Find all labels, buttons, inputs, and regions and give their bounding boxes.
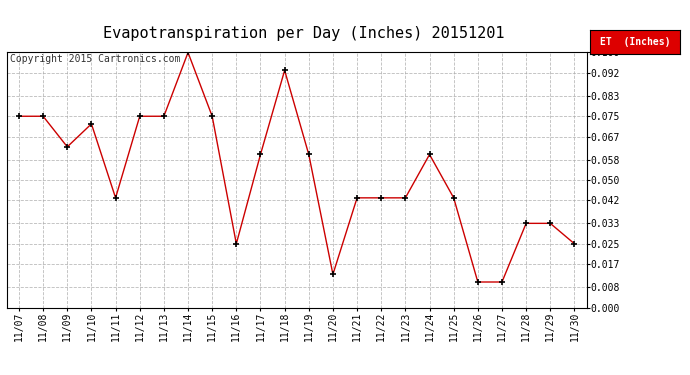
Text: Copyright 2015 Cartronics.com: Copyright 2015 Cartronics.com — [10, 54, 181, 64]
Text: ET  (Inches): ET (Inches) — [600, 37, 670, 47]
Text: Evapotranspiration per Day (Inches) 20151201: Evapotranspiration per Day (Inches) 2015… — [103, 26, 504, 41]
